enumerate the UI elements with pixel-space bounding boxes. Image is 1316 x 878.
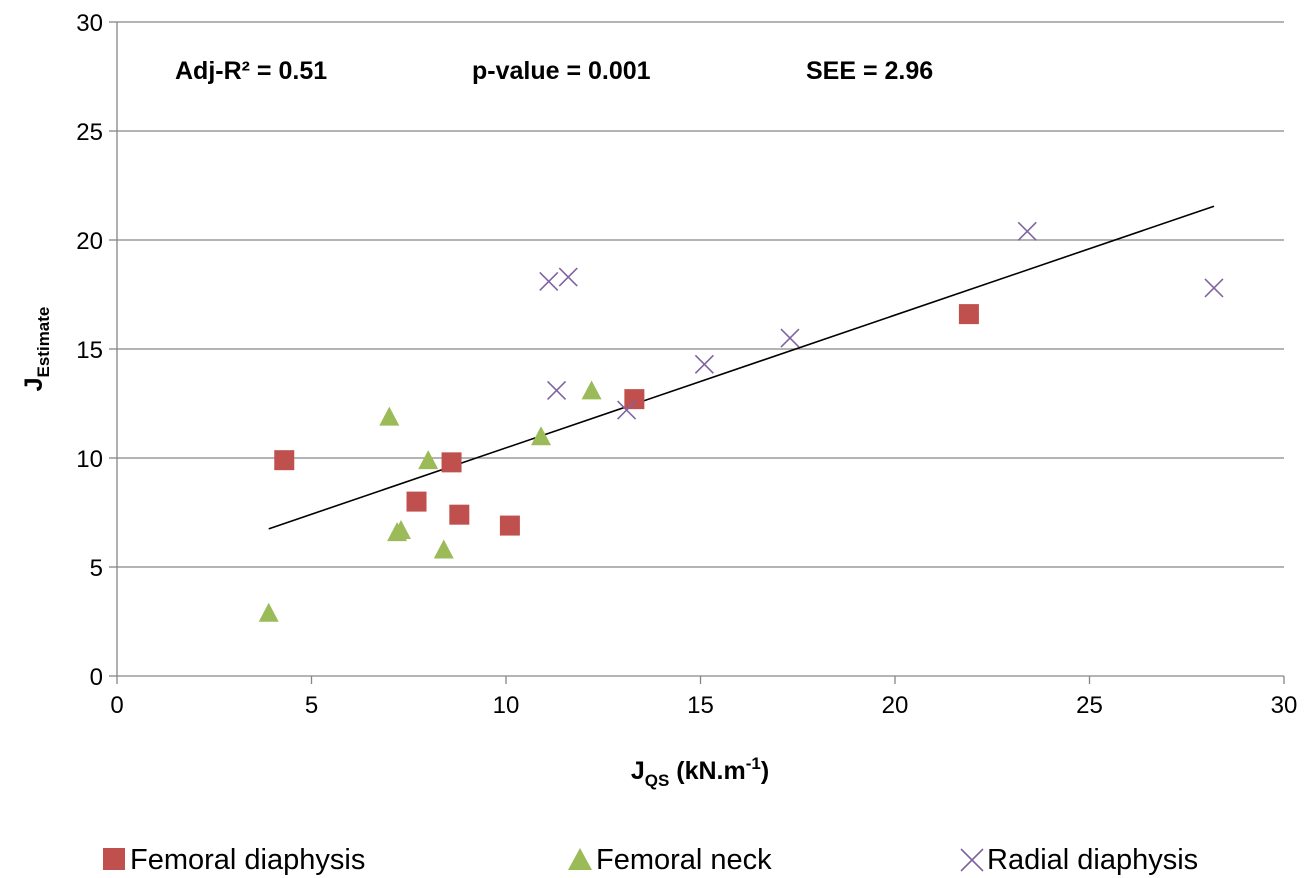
radial-diaphysis-point <box>1017 221 1037 241</box>
x-axis-title-rest: (kN.m <box>669 757 745 785</box>
legend-x-icon <box>960 848 984 872</box>
y-tick-label: 20 <box>76 228 103 255</box>
femoral-neck-point <box>433 539 454 559</box>
data-points <box>258 221 1224 622</box>
femoral-neck-point <box>531 426 552 446</box>
x-axis-title-end: ) <box>761 757 769 785</box>
p-value-annotation: p-value = 0.001 <box>472 57 651 85</box>
y-tick-label: 25 <box>76 119 103 146</box>
femoral-neck-point <box>390 519 411 539</box>
femoral-neck-point <box>379 406 400 426</box>
femoral-neck-point <box>258 602 279 622</box>
y-tick-label: 5 <box>90 555 103 582</box>
femoral-diaphysis-point <box>499 515 520 536</box>
radial-diaphysis-point <box>547 380 567 400</box>
x-tick-label: 30 <box>1271 692 1298 719</box>
x-axis-title-main: J <box>631 757 645 785</box>
x-tick-label: 5 <box>305 692 318 719</box>
femoral-neck-point <box>581 380 602 400</box>
y-axis-title-sub: Estimate <box>34 307 53 378</box>
legend-triangle-icon <box>568 848 592 870</box>
adj-r2-annotation: Adj-R² = 0.51 <box>175 57 327 85</box>
x-axis-title-sub: QS <box>645 771 670 790</box>
radial-diaphysis-point <box>694 354 714 374</box>
y-axis-title: JEstimate <box>20 307 53 392</box>
femoral-diaphysis-point <box>274 450 295 471</box>
axes <box>109 21 1285 684</box>
radial-diaphysis-point <box>780 328 800 348</box>
x-axis-title-sup: -1 <box>746 754 761 773</box>
legend-label-femoral-diaphysis: Femoral diaphysis <box>130 844 365 876</box>
see-annotation: SEE = 2.96 <box>806 57 933 85</box>
y-axis-title-main: J <box>20 377 48 391</box>
legend: Femoral diaphysis Femoral neck Radial di… <box>103 844 1198 876</box>
y-tick-label: 10 <box>76 446 103 473</box>
legend-label-femoral-neck: Femoral neck <box>596 844 772 876</box>
femoral-neck-point <box>418 450 439 470</box>
legend-square-icon <box>103 848 125 870</box>
trendline <box>268 205 1215 530</box>
tick-labels: 0 5 10 15 20 25 30 0 5 10 15 20 25 30 <box>76 10 1297 719</box>
y-tick-label: 0 <box>90 664 103 691</box>
gridlines <box>117 21 1284 568</box>
femoral-diaphysis-point <box>624 389 645 410</box>
y-tick-label: 30 <box>76 10 103 37</box>
trendline-group <box>268 205 1215 530</box>
x-axis-title: JQS (kN.m-1) <box>631 754 769 790</box>
radial-diaphysis-point <box>1204 278 1224 298</box>
x-tick-label: 0 <box>110 692 123 719</box>
x-tick-label: 20 <box>882 692 909 719</box>
femoral-diaphysis-point <box>449 504 470 525</box>
femoral-diaphysis-point <box>441 452 462 473</box>
y-tick-label: 15 <box>76 337 103 364</box>
radial-diaphysis-point <box>617 400 637 420</box>
femoral-diaphysis-point <box>958 304 979 325</box>
x-tick-label: 15 <box>687 692 714 719</box>
x-tick-label: 25 <box>1076 692 1103 719</box>
radial-diaphysis-point <box>539 271 559 291</box>
femoral-diaphysis-point <box>406 491 427 512</box>
radial-diaphysis-point <box>558 267 578 287</box>
legend-label-radial-diaphysis: Radial diaphysis <box>987 844 1198 876</box>
x-tick-label: 10 <box>493 692 520 719</box>
stats-annotations: Adj-R² = 0.51 p-value = 0.001 SEE = 2.96 <box>175 57 933 85</box>
